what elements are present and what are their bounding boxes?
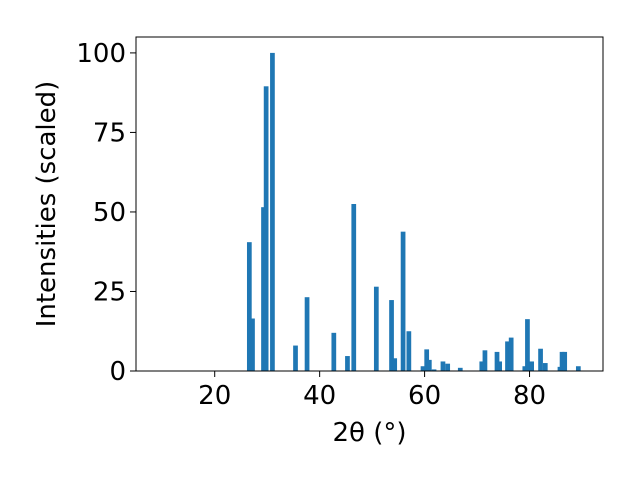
bar (457, 367, 463, 371)
bar (373, 286, 379, 371)
bar (351, 204, 357, 371)
bars-group (246, 52, 581, 372)
bar (529, 361, 534, 371)
bar (525, 319, 530, 371)
bar (575, 366, 581, 371)
bar (482, 350, 488, 371)
y-tick-label: 100 (76, 39, 126, 69)
bar (331, 332, 337, 371)
bar (440, 361, 446, 371)
bar (508, 337, 514, 371)
bar (542, 363, 548, 371)
bar (497, 361, 502, 371)
bar (559, 351, 565, 371)
bar (304, 297, 310, 371)
bar (400, 231, 406, 371)
y-tick-label: 50 (93, 198, 126, 228)
bar (479, 361, 485, 371)
bar (445, 363, 451, 371)
bar (431, 369, 437, 371)
bar (562, 351, 568, 371)
x-tick-label: 80 (513, 381, 546, 411)
bar (263, 86, 269, 372)
bar (420, 366, 426, 371)
bar (345, 356, 350, 371)
y-axis-ticks: 0 25 50 75 100 (76, 39, 136, 387)
bar (293, 345, 298, 371)
bar (424, 349, 430, 371)
bar (505, 341, 510, 371)
bar (494, 351, 500, 371)
bar (406, 331, 412, 371)
x-axis-label: 2θ (°) (332, 418, 406, 448)
bar (426, 359, 432, 371)
bar (250, 318, 255, 371)
bar (261, 207, 266, 371)
x-tick-label: 60 (408, 381, 441, 411)
y-tick-label: 75 (93, 118, 126, 148)
bar (389, 300, 394, 371)
x-tick-label: 40 (303, 381, 336, 411)
bar (246, 242, 252, 371)
plot-frame (135, 36, 604, 372)
bar (522, 366, 528, 371)
bar (392, 358, 398, 371)
bar (270, 52, 275, 372)
y-tick-label: 25 (93, 277, 126, 307)
bar (538, 348, 543, 371)
y-axis-label: Intensities (scaled) (32, 81, 62, 328)
x-axis-ticks: 20 40 60 80 (198, 371, 546, 411)
y-tick-label: 0 (109, 357, 126, 387)
x-tick-label: 20 (198, 381, 231, 411)
